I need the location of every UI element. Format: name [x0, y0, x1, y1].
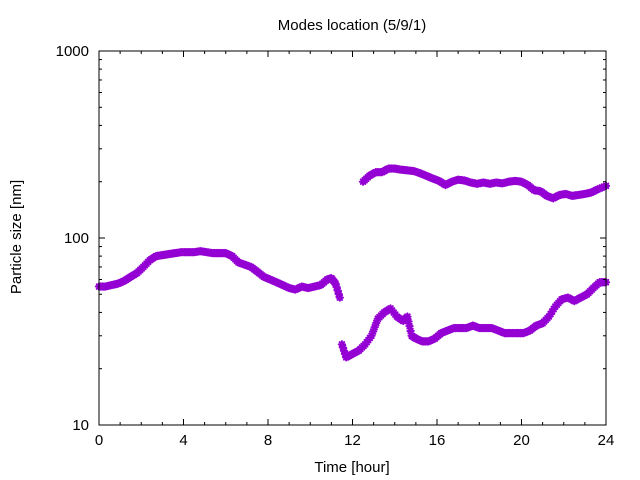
x-tick-label: 24 [598, 432, 615, 449]
data-point [334, 289, 343, 299]
x-tick-label: 4 [179, 432, 187, 449]
data-point [403, 312, 412, 321]
plot-frame [98, 50, 607, 426]
x-tick-label: 0 [95, 432, 103, 449]
x-tick-label: 16 [429, 432, 446, 449]
y-tick-label: 1000 [56, 43, 89, 60]
data-point [332, 282, 341, 292]
x-axis-title: Time [hour] [314, 459, 389, 476]
y-tick-label: 10 [72, 417, 89, 434]
y-tick-label: 100 [64, 230, 89, 247]
data-point [333, 286, 342, 295]
y-axis-title: Particle size [nm] [8, 180, 25, 294]
x-tick-label: 20 [513, 432, 530, 449]
data-point [404, 317, 413, 326]
data-point [338, 343, 348, 352]
chart-title: Modes location (5/9/1) [278, 17, 426, 34]
axis-ticks: 0 4 8 12 16 20 24 10 100 1000 [56, 43, 615, 449]
data-point [335, 293, 345, 302]
data-marks [94, 164, 611, 362]
data-point [368, 327, 378, 336]
data-point [405, 321, 414, 331]
data-point [367, 331, 376, 340]
data-point [331, 279, 340, 288]
data-point [372, 318, 381, 328]
x-tick-label: 12 [344, 432, 361, 449]
data-point [337, 340, 347, 349]
data-point [406, 326, 415, 336]
x-tick-label: 8 [264, 432, 272, 449]
data-point [370, 323, 379, 332]
data-point [339, 346, 349, 356]
